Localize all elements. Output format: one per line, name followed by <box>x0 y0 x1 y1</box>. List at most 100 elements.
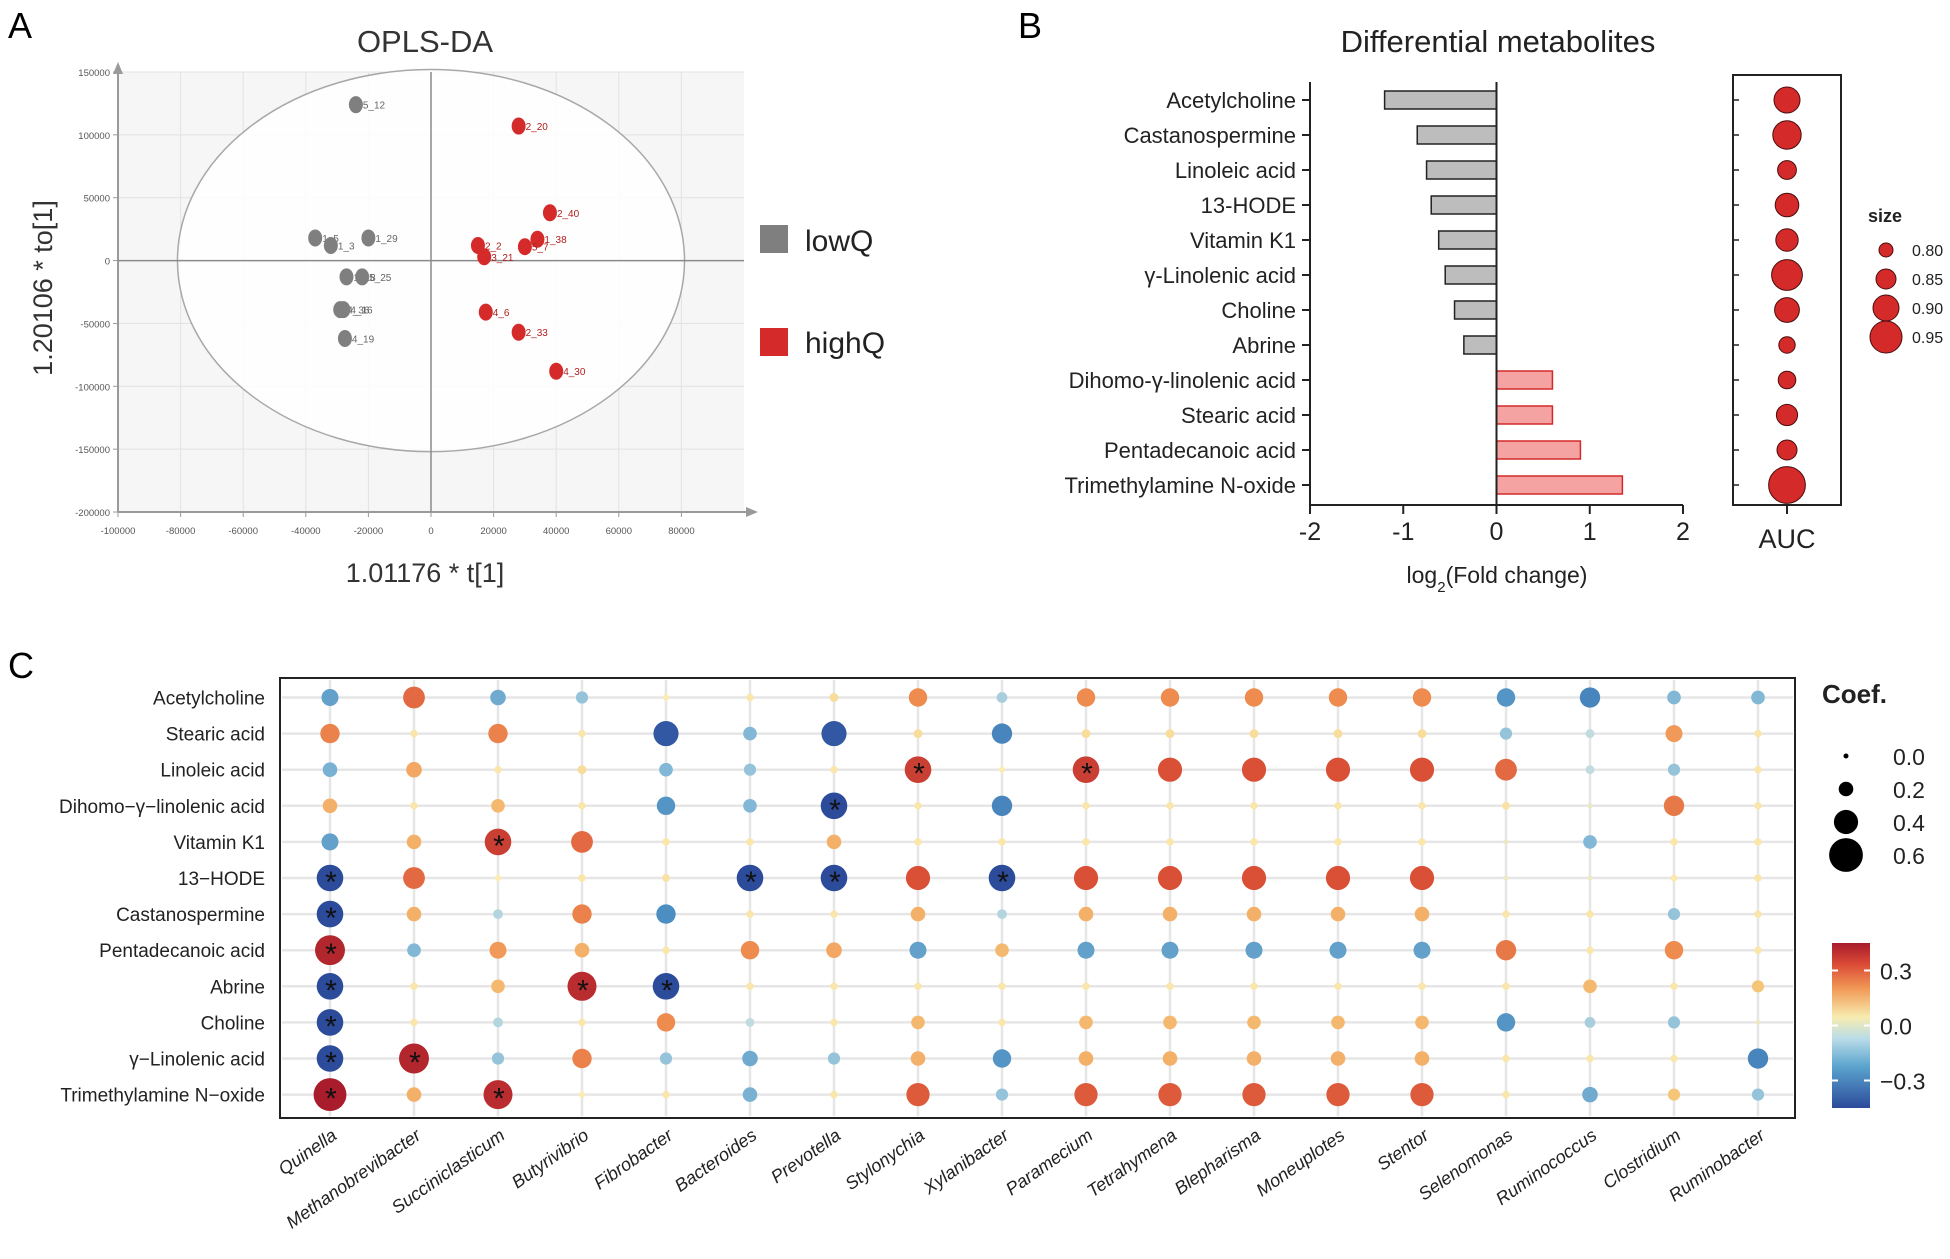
fold-change-bar <box>1437 230 1498 250</box>
auc-legend-bubble <box>1869 320 1903 354</box>
auc-bubble <box>1774 297 1800 323</box>
correlation-dot <box>410 982 418 990</box>
correlation-dot <box>1246 1051 1262 1066</box>
correlation-dot <box>1667 908 1681 921</box>
opls-x-tick-label: -100000 <box>101 526 136 537</box>
correlation-dot <box>1409 865 1435 891</box>
significance-stars: *********** ******* <box>325 758 1093 1116</box>
correlation-dot <box>906 1082 930 1107</box>
correlation-row-label: 13−HODE <box>178 869 265 890</box>
coef-size-legend-label: 0.6 <box>1893 843 1925 869</box>
auc-bubble <box>1775 228 1799 252</box>
correlation-dot <box>1409 757 1435 782</box>
correlation-dot <box>1502 982 1510 990</box>
correlation-dot <box>913 729 923 739</box>
correlation-dot <box>914 982 922 990</box>
correlation-dot <box>826 834 842 850</box>
correlation-dot <box>1670 874 1678 882</box>
correlation-dot <box>1410 1082 1434 1107</box>
correlation-dot <box>1158 1082 1182 1107</box>
correlation-dot <box>493 1017 503 1028</box>
correlation-dot <box>662 874 670 882</box>
metabolite-label: Abrine <box>1232 333 1296 358</box>
correlation-dot <box>1585 729 1595 739</box>
correlation-column-label: Clostridium <box>1599 1125 1684 1193</box>
coef-size-legend-label: 0.2 <box>1893 777 1925 803</box>
correlation-dot <box>488 723 508 744</box>
opls-point-4-16 <box>336 301 351 319</box>
correlation-dot <box>491 1052 505 1065</box>
correlation-dot <box>1754 838 1762 846</box>
metabolite-label: 13-HODE <box>1201 193 1296 218</box>
correlation-dot <box>1247 1015 1261 1030</box>
correlation-column-label: Stylonychia <box>841 1125 928 1194</box>
legend-label-highq: highQ <box>805 327 885 360</box>
correlation-dot <box>662 838 670 846</box>
significance-star: * <box>325 866 337 899</box>
correlation-dot <box>1754 766 1762 774</box>
correlation-dot <box>991 723 1013 744</box>
opls-x-tick-label: -60000 <box>228 526 258 537</box>
opls-point-1-5 <box>308 229 323 247</box>
opls-point-5-25 <box>355 268 370 286</box>
auc-axis-label: AUC <box>1758 524 1815 554</box>
opls-point-1-29 <box>361 229 376 247</box>
coef-size-legend-dot <box>1833 809 1859 835</box>
correlation-dot <box>493 909 503 919</box>
correlation-dot <box>1082 838 1090 846</box>
opls-point-label: 1_29 <box>375 234 398 245</box>
opls-x-tick-label: -20000 <box>354 526 384 537</box>
correlation-column-label: Stentor <box>1373 1124 1433 1174</box>
opls-x-tick-label: -80000 <box>166 526 196 537</box>
correlation-dot <box>1747 1048 1769 1069</box>
fold-change-bar <box>1425 160 1498 180</box>
correlation-dot <box>1754 874 1762 882</box>
correlation-dot <box>406 761 422 778</box>
correlation-dot <box>1587 803 1593 809</box>
opls-zero-lines <box>118 72 744 512</box>
correlation-dot <box>316 1045 344 1072</box>
correlation-dot <box>1073 865 1099 891</box>
correlation-dot <box>1418 802 1426 810</box>
correlation-dot <box>1076 688 1096 707</box>
correlation-dot <box>910 906 926 922</box>
correlation-dot <box>830 1018 838 1027</box>
fold-change-bar <box>1416 125 1498 145</box>
correlation-dot <box>494 874 502 882</box>
correlation-column-label: Tetrahymena <box>1083 1125 1180 1201</box>
correlation-dot <box>830 982 838 990</box>
coef-legend: Coef. 0.0 0.2 0.4 0.6 0.3 0.0 −0.3 <box>1822 679 1925 1108</box>
correlation-dot <box>1413 941 1431 959</box>
opls-point-label: 2_40 <box>557 209 580 220</box>
correlation-dot <box>998 1018 1006 1027</box>
correlation-dot <box>491 798 505 813</box>
opls-x-tick-label: 0 <box>428 526 433 537</box>
correlation-dot <box>490 689 506 706</box>
correlation-dot <box>1082 982 1090 990</box>
legend-label-lowq: lowQ <box>805 225 873 258</box>
correlation-dot <box>575 691 589 704</box>
correlation-dot <box>1585 765 1595 775</box>
opls-x-tick-label: 80000 <box>668 526 694 537</box>
metabolite-label: γ-Linolenic acid <box>1144 263 1296 288</box>
significance-star: * <box>997 866 1009 899</box>
correlation-dot <box>1250 982 1258 990</box>
opls-x-axis-arrow <box>746 507 758 517</box>
correlation-dot <box>914 802 922 810</box>
correlation-dot <box>1586 910 1594 918</box>
correlation-column-label: Methanobrevibacter <box>283 1124 426 1232</box>
correlation-row-label: Abrine <box>210 977 265 998</box>
significance-star: * <box>325 902 337 935</box>
correlation-dot <box>746 910 754 918</box>
correlation-dot <box>1754 946 1762 954</box>
correlation-dot <box>830 1090 838 1099</box>
correlation-dot <box>1587 875 1593 881</box>
metabolite-labels: Acetylcholine Castanospermine Linoleic aci… <box>1065 88 1296 498</box>
correlation-dot <box>321 833 339 851</box>
opls-point-1-38 <box>530 230 545 248</box>
correlation-dot <box>1663 795 1685 816</box>
opls-x-tick-label: 20000 <box>480 526 506 537</box>
correlation-dot <box>659 762 673 777</box>
correlation-dot <box>904 756 932 783</box>
correlation-dot <box>652 973 680 1000</box>
